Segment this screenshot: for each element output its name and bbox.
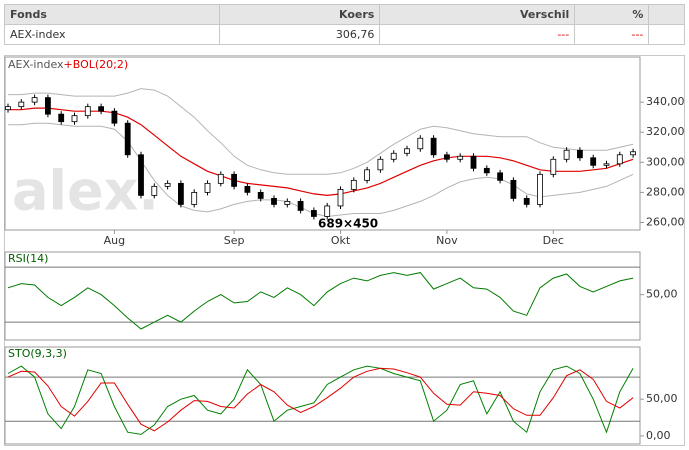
candle-body	[523, 198, 530, 205]
y-tick-label: 280,00	[646, 185, 685, 198]
candle-body	[497, 172, 504, 181]
candle-body	[577, 149, 583, 159]
size-label: 689×450	[318, 217, 378, 231]
candle-body	[324, 205, 331, 217]
candle-body	[284, 201, 291, 205]
chart-title: RSI(14)	[8, 252, 48, 265]
candle-body	[98, 106, 104, 112]
chart-title: AEX-index	[8, 58, 64, 71]
candle-body	[18, 101, 25, 108]
cell: ---	[574, 24, 650, 45]
candle-body	[271, 198, 277, 205]
candle-body	[191, 191, 198, 205]
candle-body	[390, 152, 397, 160]
candle-body	[470, 155, 477, 169]
candle-body	[590, 157, 597, 166]
candle-body	[510, 179, 517, 199]
candle-body	[483, 167, 490, 174]
y-tick-label: 50,00	[646, 392, 678, 405]
indicator-line	[7, 367, 634, 432]
x-tick-label: Sep	[224, 234, 245, 247]
plot-area	[4, 346, 641, 445]
candle-body	[177, 182, 184, 205]
candle-body	[124, 122, 131, 156]
candle-body	[430, 137, 437, 156]
candle-body	[5, 106, 11, 111]
overlay-label: +BOL(20;2)	[64, 58, 129, 71]
candle-body	[537, 173, 543, 205]
x-tick-label: Nov	[436, 234, 458, 247]
candle-body	[31, 97, 38, 103]
candle-body	[377, 158, 384, 171]
chart-title: STO(9,3,3)	[8, 347, 67, 360]
candle-body	[350, 179, 357, 190]
candle-body	[630, 151, 636, 156]
candle-body	[297, 201, 304, 211]
candle-body	[231, 173, 238, 187]
candle-body	[404, 148, 410, 154]
candle-body	[310, 210, 317, 217]
candle-body	[217, 173, 224, 184]
indicator-line	[7, 365, 634, 435]
candle-body	[138, 154, 144, 196]
x-tick-label: Okt	[331, 234, 351, 247]
candle-body	[257, 191, 264, 199]
candle-body	[364, 169, 371, 181]
candle-body	[417, 137, 424, 150]
cell-blank	[648, 24, 685, 45]
candle-body	[616, 154, 623, 165]
candle-body	[603, 163, 610, 166]
header-row: Fonds Koers Verschil %	[3, 4, 685, 25]
header: Verschil	[379, 4, 576, 25]
y-tick-label: 320,00	[646, 125, 685, 138]
candle-body	[563, 149, 570, 160]
logo: alex.	[12, 160, 159, 223]
plot-area	[4, 251, 641, 341]
frame	[4, 55, 685, 446]
candle-body	[550, 158, 557, 175]
indicator-line	[7, 272, 634, 330]
y-tick-label: 300,00	[646, 155, 685, 168]
y-tick-label: 340,00	[646, 95, 685, 108]
y-tick-label: 50,00	[646, 288, 678, 301]
cell: 306,76	[219, 24, 381, 45]
cell: ---	[379, 24, 576, 45]
plot-area	[4, 56, 641, 231]
header: Fonds	[3, 4, 221, 25]
candle-body	[164, 182, 171, 187]
bollinger-lower	[8, 122, 634, 218]
candle-body	[244, 185, 251, 193]
candle-body	[457, 155, 464, 160]
header: Koers	[219, 4, 381, 25]
candle-body	[204, 182, 211, 193]
y-tick-label: 260,00	[646, 215, 685, 228]
header-blank	[648, 4, 685, 25]
candle-body	[45, 97, 51, 115]
row: AEX-index 306,76 --- ---	[3, 24, 685, 45]
cell[interactable]: AEX-index	[3, 24, 221, 45]
y-tick-label: 0,00	[646, 429, 671, 442]
candle-body	[151, 185, 158, 196]
candle-body	[84, 106, 91, 117]
candle-body	[71, 115, 78, 123]
x-tick-label: Dec	[543, 234, 564, 247]
candle-body	[337, 188, 344, 207]
candle-body	[111, 110, 118, 124]
candle-body	[443, 154, 450, 160]
bollinger-upper	[8, 88, 634, 175]
quote-table: Fonds Koers Verschil % AEX-index 306,76 …	[3, 4, 685, 45]
candle-body	[58, 113, 65, 123]
x-tick-label: Aug	[104, 234, 125, 247]
